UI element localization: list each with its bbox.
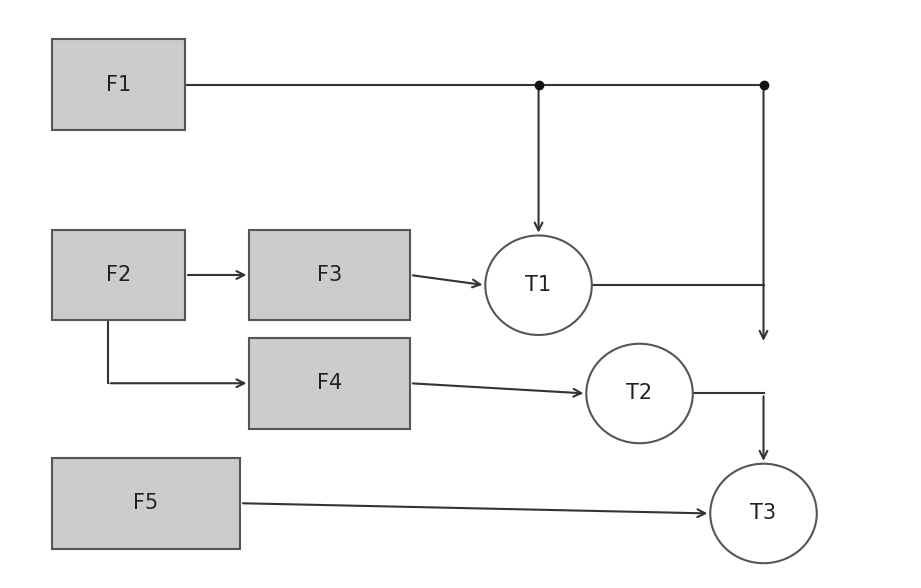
Bar <box>52 39 185 130</box>
Ellipse shape <box>710 464 817 563</box>
Bar <box>250 338 410 429</box>
Text: F4: F4 <box>317 373 343 393</box>
Ellipse shape <box>485 235 592 335</box>
Bar <box>250 230 410 320</box>
Text: F5: F5 <box>134 493 158 513</box>
Text: F1: F1 <box>106 75 131 95</box>
Text: T1: T1 <box>526 275 552 295</box>
Text: T2: T2 <box>626 383 653 403</box>
Ellipse shape <box>587 344 693 443</box>
Text: F2: F2 <box>106 265 131 285</box>
Text: T3: T3 <box>751 503 776 523</box>
Bar <box>52 230 185 320</box>
Bar <box>52 458 240 549</box>
Text: F3: F3 <box>317 265 343 285</box>
